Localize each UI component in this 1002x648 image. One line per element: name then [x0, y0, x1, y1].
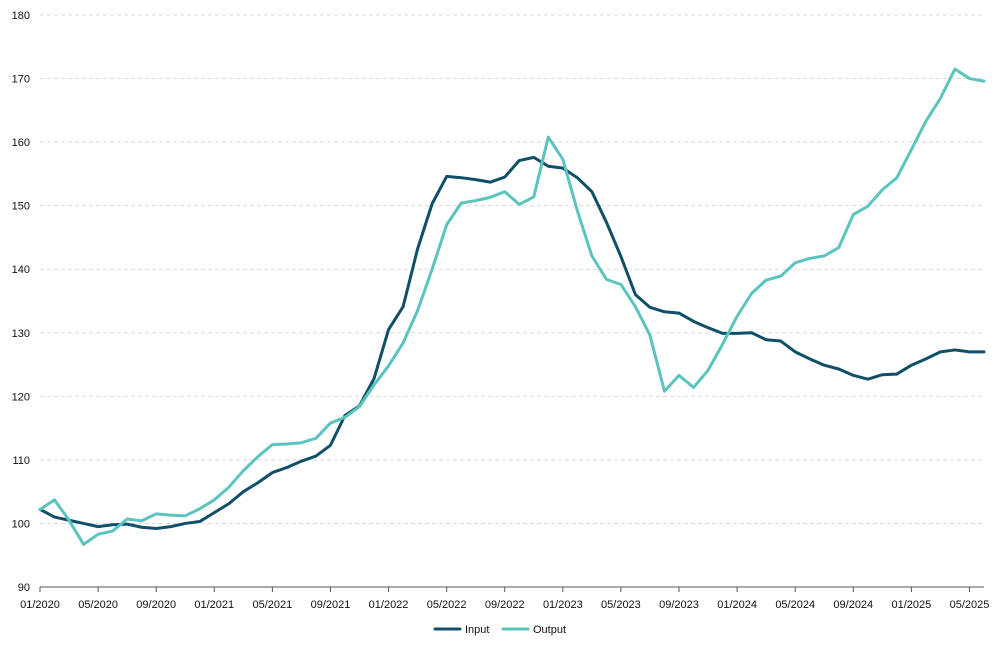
- x-tick-label: 01/2020: [20, 599, 60, 611]
- axes: 90 100 110 120 130 140 150 160 170 180 01/2020 05/2…: [12, 10, 990, 611]
- x-tick-label: 09/2020: [136, 599, 176, 611]
- y-tick-label: 140: [12, 264, 30, 276]
- x-tick-label: 05/2023: [601, 599, 641, 611]
- x-tick-label: 05/2024: [775, 599, 815, 611]
- series-lines: [38, 67, 986, 546]
- x-tick-label: 05/2021: [252, 599, 292, 611]
- x-tick-label: 01/2025: [892, 599, 932, 611]
- y-tick-label: 150: [12, 201, 30, 213]
- y-tick-label: 130: [12, 328, 30, 340]
- x-tick-label: 09/2022: [485, 599, 525, 611]
- gridlines: [40, 14, 984, 524]
- y-tick-label: 110: [12, 455, 30, 467]
- y-tick-label: 180: [12, 10, 30, 22]
- y-tick-label: 170: [12, 74, 30, 86]
- series-line-output: [38, 67, 986, 546]
- legend: Input Output: [433, 624, 566, 636]
- x-tick-label: 05/2025: [950, 599, 990, 611]
- x-tick-label: 09/2024: [833, 599, 873, 611]
- y-tick-label: 120: [12, 391, 30, 403]
- legend-label-output: Output: [533, 624, 566, 636]
- x-tick-label: 09/2023: [659, 599, 699, 611]
- legend-label-input: Input: [465, 624, 489, 636]
- x-tick-label: 05/2022: [427, 599, 467, 611]
- x-tick-label: 01/2024: [717, 599, 757, 611]
- x-tick-label: 05/2020: [78, 599, 118, 611]
- x-tick-label: 01/2022: [369, 599, 409, 611]
- y-tick-label: 160: [12, 137, 30, 149]
- x-tick-label: 01/2023: [543, 599, 583, 611]
- x-tick-label: 09/2021: [311, 599, 351, 611]
- series-line-input: [38, 155, 986, 531]
- y-tick-label: 100: [12, 518, 30, 530]
- y-tick-label: 90: [18, 582, 30, 594]
- x-tick-label: 01/2021: [194, 599, 234, 611]
